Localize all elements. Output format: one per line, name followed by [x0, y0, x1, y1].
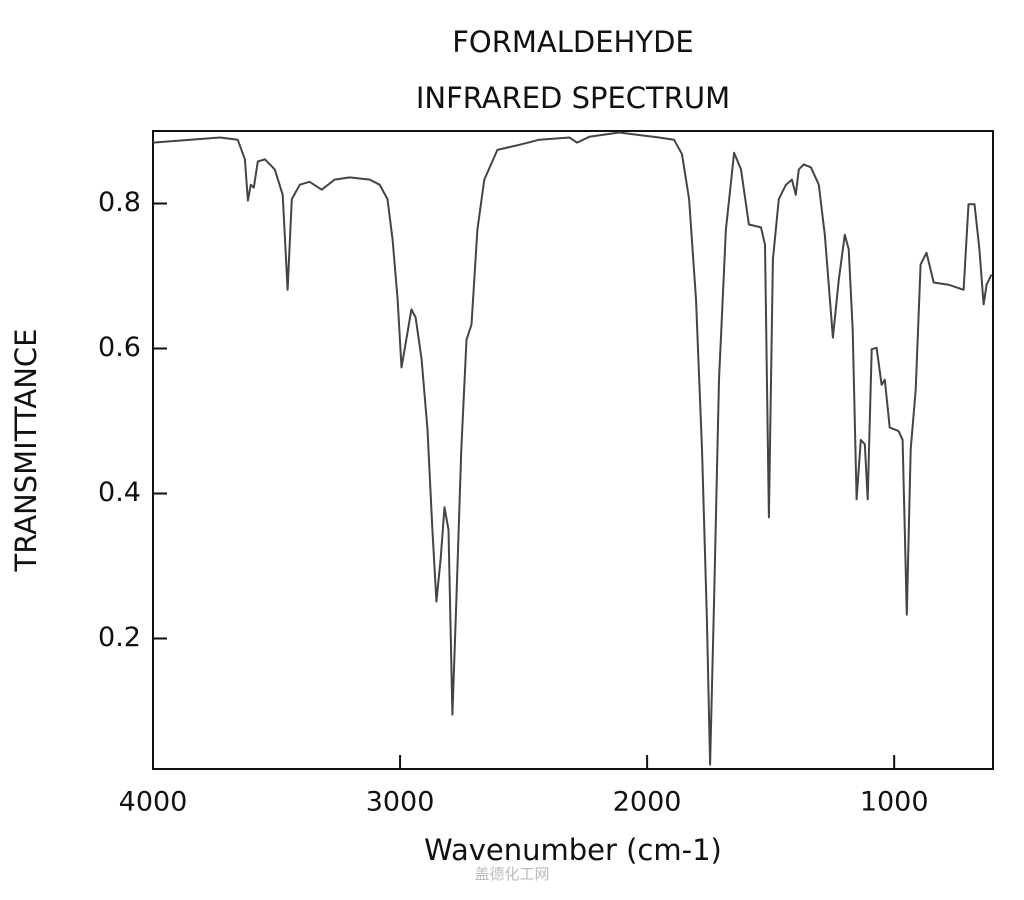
spectrum-line [152, 131, 993, 766]
y-tick-label: 0.6 [98, 332, 141, 363]
watermark: 盖德化工网 [474, 865, 549, 883]
x-tick-label: 4000 [119, 787, 188, 818]
y-axis-label: TRANSMITTANCE [9, 329, 43, 573]
x-tick-label: 3000 [366, 787, 435, 818]
x-tick-label: 1000 [860, 787, 929, 818]
x-tick-label: 2000 [613, 787, 682, 818]
x-axis-label: Wavenumber (cm-1) [424, 833, 722, 867]
plot-frame [152, 130, 994, 770]
chart-subtitle: INFRARED SPECTRUM [416, 81, 730, 115]
chart-title: FORMALDEHYDE [452, 25, 694, 59]
y-tick-label: 0.4 [98, 477, 141, 508]
y-tick-label: 0.8 [98, 187, 141, 218]
y-tick-label: 0.2 [98, 622, 141, 653]
